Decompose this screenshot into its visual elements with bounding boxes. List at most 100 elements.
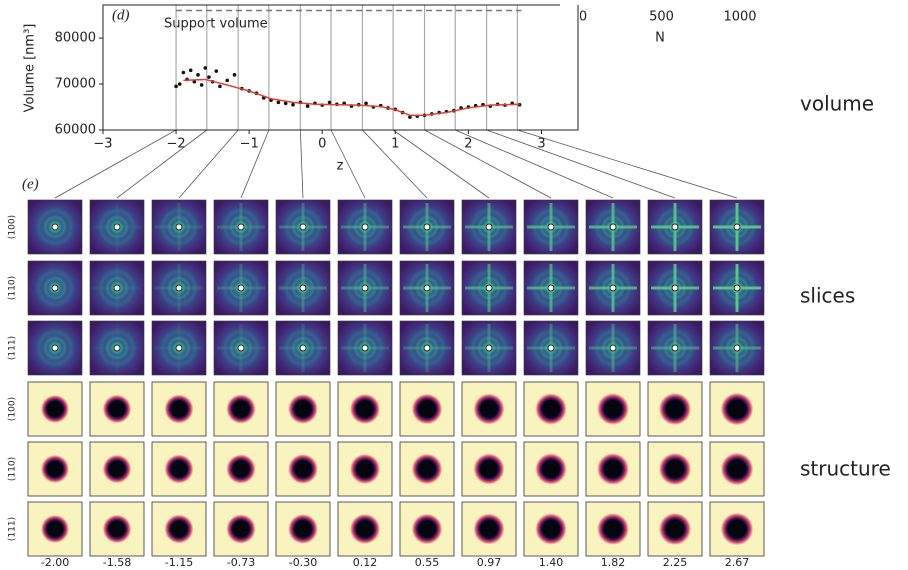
center [238,285,244,291]
center [672,345,678,351]
x-tick-label: 0 [318,137,326,152]
z-label: 2.67 [725,556,750,569]
inset-x-label: N [655,31,665,46]
center [610,224,616,230]
particle [41,515,69,543]
particle [474,394,505,425]
panel-label: (d) [112,7,130,23]
particle [597,513,629,545]
row-label: (100) [8,215,18,239]
x-tick-label: 1 [391,137,399,152]
particle [721,393,753,425]
row-label: (111) [8,336,18,360]
particle [165,455,194,484]
center [362,224,368,230]
point [277,101,281,105]
point [196,73,200,77]
particle [412,514,442,544]
particle [165,395,194,424]
side-label: slices [800,284,855,308]
panel-label: (e) [22,176,39,192]
particle [535,513,566,544]
center [362,285,368,291]
x-tick-label: 3 [537,137,545,152]
particle [659,513,691,545]
x-tick-label: −1 [240,137,259,152]
center [486,285,492,291]
center [610,345,616,351]
z-label: -2.00 [41,556,69,569]
row-label: (110) [8,276,18,300]
particle [535,393,566,424]
particle [288,454,318,484]
center [114,224,120,230]
z-label: -1.15 [165,556,193,569]
particle [226,454,255,483]
z-label: 0.55 [415,556,440,569]
z-label: -0.73 [227,556,255,569]
center [486,345,492,351]
inset-tick-label: 500 [649,10,674,25]
y-tick-label: 80000 [55,31,96,46]
z-label: 1.40 [539,556,564,569]
particle [226,394,255,423]
center [176,224,182,230]
particle [41,455,69,483]
annotation: Support volume [164,17,268,32]
particle [659,453,691,485]
row-label: (100) [8,397,18,421]
center [672,285,678,291]
particle [412,454,442,484]
particle [535,453,566,484]
particle [226,514,255,543]
z-label: 0.12 [353,556,378,569]
inset-tick-label: 1000 [723,10,756,25]
particle [721,453,753,485]
center [734,345,740,351]
inset-clip [560,0,580,30]
center [548,285,554,291]
center [548,345,554,351]
center [734,224,740,230]
point [182,71,186,75]
center [114,345,120,351]
row-label: (111) [8,517,18,541]
point [328,101,332,105]
center [548,224,554,230]
particle [103,515,131,543]
point [214,69,218,73]
center [176,285,182,291]
center [114,285,120,291]
center [672,224,678,230]
y-tick-label: 60000 [55,123,96,138]
center [52,345,58,351]
point [306,104,310,108]
center [238,224,244,230]
x-tick-label: −2 [166,137,185,152]
particle [350,454,380,484]
center [52,285,58,291]
point [233,73,237,77]
particle [288,394,318,424]
particle [721,513,753,545]
point [178,82,182,86]
particle [474,454,505,485]
particle [103,455,131,483]
particle [597,393,629,425]
center [424,345,430,351]
y-tick-label: 70000 [55,77,96,92]
center [424,224,430,230]
center [734,285,740,291]
point [225,79,229,83]
y-axis-label: Volume [nm³] [23,24,38,113]
particle [41,395,69,423]
figure: (d) (e) Support volume z Volume [nm³] N … [0,0,908,570]
particle [288,514,318,544]
side-label: structure [800,457,891,481]
point [204,66,208,70]
x-tick-label: 2 [464,137,472,152]
x-axis-label: z [337,159,344,174]
particle [103,395,131,423]
center [486,224,492,230]
z-label: 2.25 [663,556,688,569]
